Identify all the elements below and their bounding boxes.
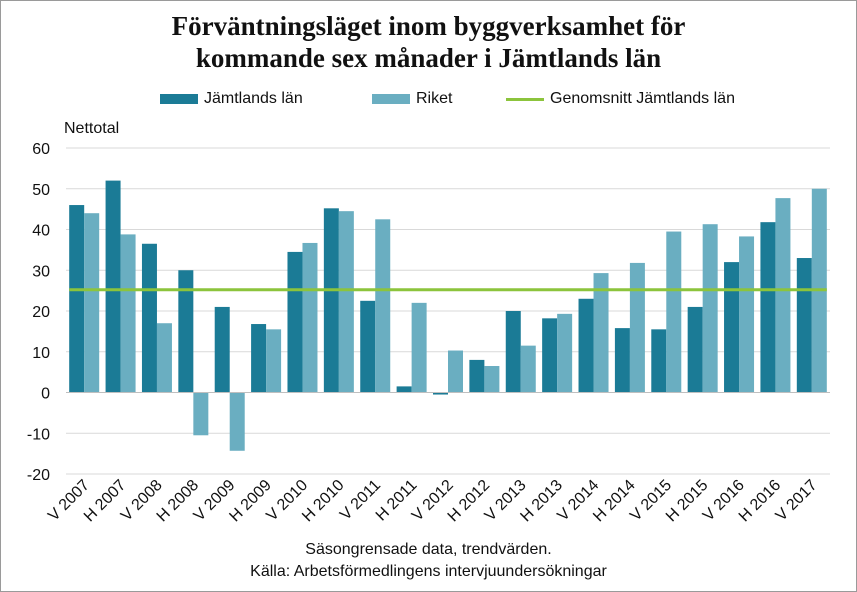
footnote-source: Källa: Arbetsförmedlingens intervjuunder… <box>250 563 607 580</box>
bar-riket <box>520 345 536 393</box>
legend-label-average: Genomsnitt Jämtlands län <box>550 90 735 107</box>
bar-jamtland <box>396 386 412 393</box>
bar-jamtland <box>614 328 630 393</box>
chart-legend: Jämtlands län Riket Genomsnitt Jämtlands… <box>0 88 857 110</box>
bar-jamtland <box>505 311 521 393</box>
bar-riket <box>229 392 245 451</box>
y-tick-label: 60 <box>32 141 50 158</box>
chart-title-line2: kommande sex månader i Jämtlands län <box>195 43 662 73</box>
bar-riket <box>448 350 463 393</box>
bar-riket <box>120 234 136 393</box>
y-tick-label: -10 <box>27 426 50 443</box>
bar-jamtland <box>651 329 667 393</box>
bar-riket <box>84 213 100 393</box>
y-tick-label: 20 <box>32 304 50 321</box>
bar-riket <box>557 313 573 393</box>
bar-riket <box>156 323 172 393</box>
y-tick-label: 10 <box>32 345 50 362</box>
y-tick-label: 40 <box>32 223 50 240</box>
bar-jamtland <box>287 251 303 393</box>
bar-riket <box>484 366 500 393</box>
x-tick-label: V 2017 <box>773 477 821 525</box>
bar-riket <box>775 198 791 393</box>
chart-title: Förväntningsläget inom byggverksamhet fö… <box>0 10 857 74</box>
y-tick-label: 0 <box>41 386 50 403</box>
bar-jamtland <box>178 270 194 393</box>
chart-title-line1: Förväntningsläget inom byggverksamhet fö… <box>171 11 686 41</box>
bar-jamtland <box>542 318 558 393</box>
footnote-data-note: Säsongrensade data, trendvärden. <box>305 541 552 558</box>
legend-swatch-riket <box>372 94 410 104</box>
bar-riket <box>739 236 755 393</box>
y-tick-label: -20 <box>27 467 50 484</box>
bar-riket <box>411 302 427 393</box>
bar-jamtland <box>724 262 740 393</box>
legend-label-jamtland: Jämtlands län <box>204 90 303 107</box>
bar-riket <box>338 211 354 393</box>
bar-jamtland <box>760 222 776 393</box>
bar-riket <box>193 392 209 436</box>
y-tick-label: 30 <box>32 263 50 280</box>
bar-jamtland <box>796 258 812 393</box>
legend-swatch-average <box>506 98 544 101</box>
bar-jamtland <box>469 359 485 393</box>
bar-jamtland <box>323 208 339 393</box>
bar-riket <box>666 231 682 393</box>
bar-jamtland <box>578 298 594 393</box>
bar-jamtland <box>433 392 448 395</box>
legend-swatch-jamtland <box>160 94 198 104</box>
bar-jamtland <box>69 205 85 393</box>
bar-jamtland <box>360 300 376 393</box>
bar-jamtland <box>105 180 121 393</box>
bar-riket <box>702 224 718 393</box>
bar-riket <box>302 242 318 393</box>
y-axis-label: Nettotal <box>64 120 120 137</box>
y-tick-label: 50 <box>32 182 50 199</box>
bar-riket <box>593 273 609 393</box>
bar-riket <box>266 329 282 393</box>
bar-jamtland <box>214 306 230 393</box>
bar-riket <box>629 262 645 393</box>
bar-jamtland <box>141 243 157 393</box>
bar-riket <box>375 219 391 393</box>
bar-jamtland <box>251 324 267 393</box>
bar-jamtland <box>687 306 703 393</box>
legend-label-riket: Riket <box>416 90 453 107</box>
